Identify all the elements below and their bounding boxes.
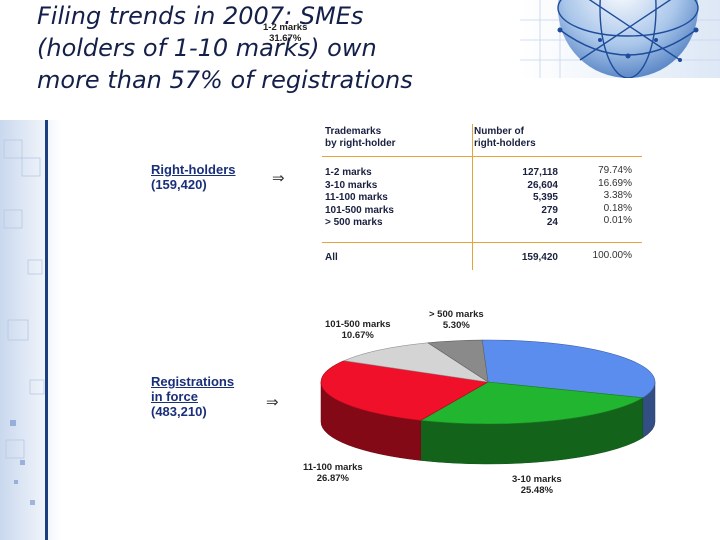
registrations-total: (483,210): [151, 404, 207, 419]
pie-label-500-plus: > 500 marks 5.30%: [429, 309, 484, 331]
pie-label-1-2: 1-2 marks 31.67%: [263, 22, 308, 44]
table-total-count: 159,420: [521, 252, 558, 263]
title-line-2: (holders of 1-10 marks) own: [37, 34, 377, 62]
pie-slice: [419, 381, 644, 425]
table-row-count: 24: [546, 217, 558, 228]
table-row-category: 1-2 marks: [325, 167, 372, 178]
right-holders-table: Trademarks by right-holder Number of rig…: [322, 124, 642, 270]
pie-label-101-500: 101-500 marks 10.67%: [325, 319, 391, 341]
table-row-count: 279: [541, 204, 558, 216]
registrations-title-1: Registrations: [151, 374, 235, 389]
registrations-label: Registrations in force (483,210): [151, 374, 234, 419]
table-header-col1: Trademarks by right-holder: [325, 126, 396, 149]
registrations-title-2: in force: [151, 389, 198, 404]
title-line-1: Filing trends in 2007: SMEs: [37, 2, 364, 30]
slide-title: Filing trends in 2007: SMEs (holders of …: [37, 0, 517, 96]
table-total-percent: 100.00%: [592, 250, 632, 261]
table-row-category: 101-500 marks: [325, 204, 394, 216]
table-column-divider: [472, 124, 473, 270]
registrations-arrow-icon: ⇒: [266, 393, 279, 411]
table-row-percent: 3.38%: [603, 190, 632, 201]
table-row-category: 11-100 marks: [325, 192, 388, 203]
registrations-pie-chart: [320, 339, 656, 465]
table-row-category: 3-10 marks: [325, 179, 378, 191]
globe-decoration: [520, 0, 720, 78]
pie-slice: [343, 342, 489, 383]
table-row-percent: 0.18%: [603, 202, 632, 214]
pie-label-11-100: 11-100 marks 26.87%: [303, 462, 363, 484]
right-holders-total: (159,420): [151, 177, 207, 192]
pie-slice: [320, 360, 489, 421]
table-total-divider: [322, 242, 642, 243]
right-holders-title: Right-holders: [151, 162, 236, 177]
right-holders-arrow-icon: ⇒: [272, 169, 285, 187]
table-row-count: 5,395: [532, 192, 558, 203]
left-decoration: [0, 120, 62, 540]
pie-label-3-10: 3-10 marks 25.48%: [512, 474, 562, 496]
table-row-percent: 0.01%: [603, 215, 632, 226]
table-total-category: All: [325, 252, 338, 263]
pie-slice: [427, 339, 489, 383]
table-header-col2: Number of right-holders: [474, 126, 536, 149]
right-holders-label: Right-holders (159,420): [151, 162, 236, 192]
pie-slice: [481, 339, 656, 399]
table-row-percent: 16.69%: [598, 177, 632, 189]
table-row-percent: 79.74%: [598, 165, 632, 176]
table-row-count: 127,118: [522, 167, 558, 178]
title-line-3: more than 57% of registrations: [37, 66, 413, 94]
table-header-divider: [322, 156, 642, 157]
table-row-count: 26,604: [527, 179, 558, 191]
table-row-category: > 500 marks: [325, 217, 383, 228]
